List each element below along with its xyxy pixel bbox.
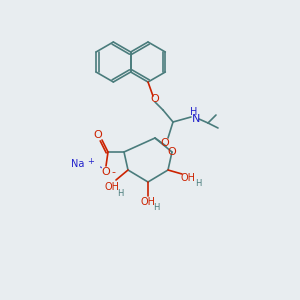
Text: H: H [195, 179, 201, 188]
Text: +: + [88, 158, 94, 166]
Text: Na: Na [70, 159, 84, 169]
Text: OH: OH [104, 182, 119, 192]
Text: H: H [190, 107, 198, 117]
Text: O: O [168, 147, 176, 157]
Text: OH: OH [181, 173, 196, 183]
Text: H: H [117, 188, 123, 197]
Text: O: O [102, 167, 110, 177]
Text: O: O [94, 130, 102, 140]
Text: N: N [192, 114, 200, 124]
Text: O: O [151, 94, 159, 104]
Text: -: - [111, 167, 115, 177]
Text: OH: OH [140, 197, 155, 207]
Text: H: H [153, 202, 159, 211]
Text: O: O [160, 138, 169, 148]
